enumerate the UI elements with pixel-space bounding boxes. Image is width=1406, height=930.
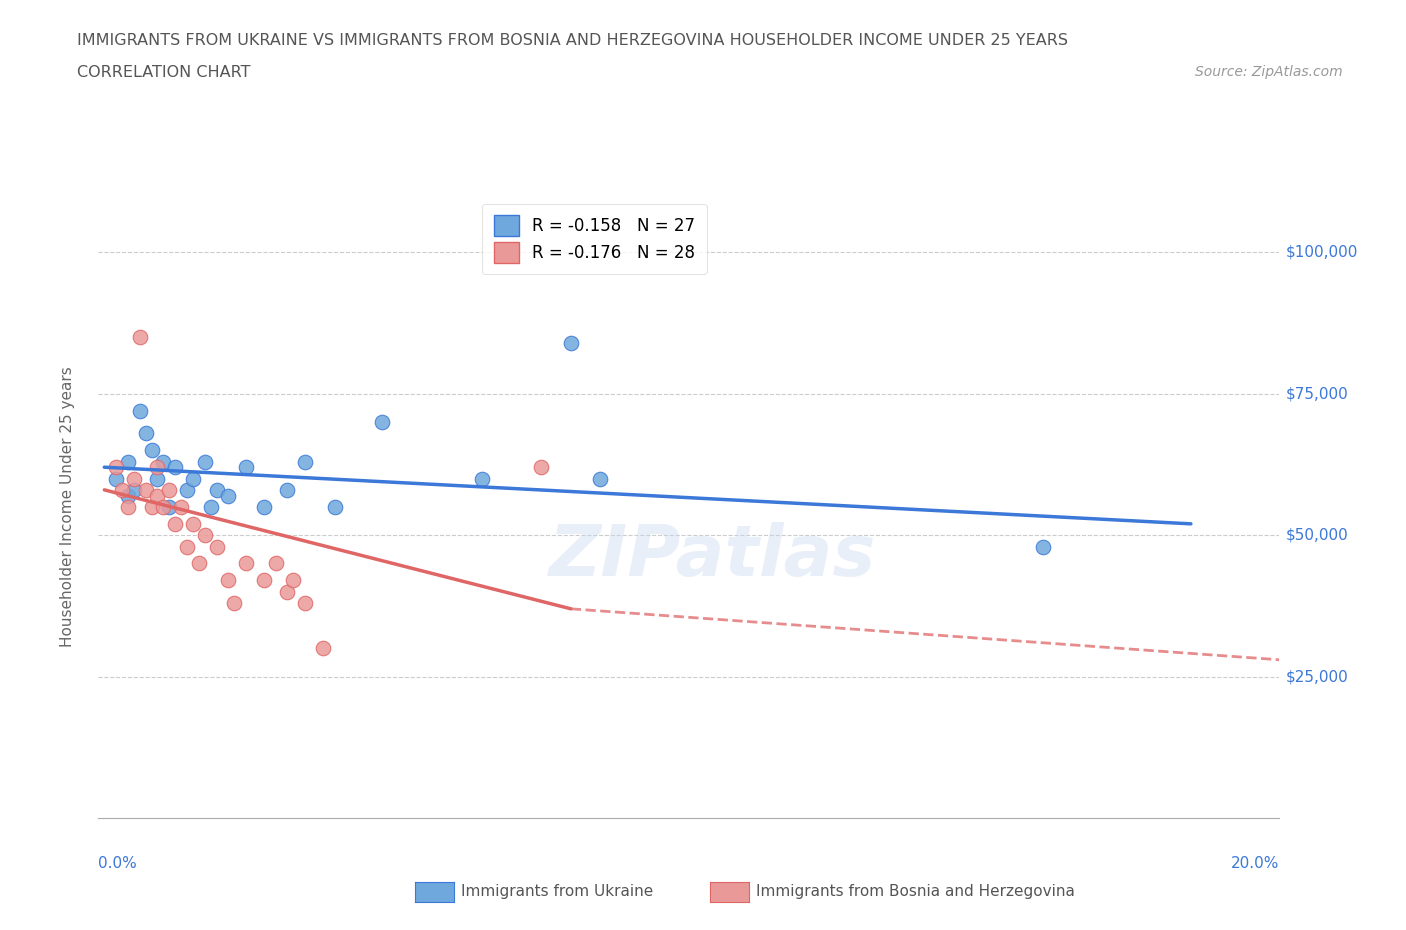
Point [194,527,217,542]
Point [560,335,582,350]
Point [157,483,180,498]
Point [276,584,298,599]
Point [194,454,217,469]
Point [217,573,239,588]
Text: Source: ZipAtlas.com: Source: ZipAtlas.com [1195,65,1343,79]
Point [217,488,239,503]
Y-axis label: Householder Income Under 25 years: Householder Income Under 25 years [60,366,75,647]
Point [181,516,204,531]
Point [146,472,169,486]
Point [264,556,287,571]
Text: IMMIGRANTS FROM UKRAINE VS IMMIGRANTS FROM BOSNIA AND HERZEGOVINA HOUSEHOLDER IN: IMMIGRANTS FROM UKRAINE VS IMMIGRANTS FR… [77,33,1069,47]
Point [105,459,128,474]
Point [181,472,204,486]
Point [117,454,139,469]
Point [530,459,553,474]
Point [165,516,187,531]
Point [141,499,163,514]
Point [283,573,305,588]
Point [122,483,145,498]
Point [152,454,174,469]
Point [117,488,139,503]
Point [122,472,145,486]
Point [471,472,494,486]
Text: 20.0%: 20.0% [1232,856,1279,870]
Point [294,596,316,611]
Text: 0.0%: 0.0% [98,856,138,870]
Legend: R = -0.158   N = 27, R = -0.176   N = 28: R = -0.158 N = 27, R = -0.176 N = 28 [482,204,707,274]
Point [323,499,346,514]
Point [128,329,150,344]
Point [224,596,246,611]
Text: ZIPatlas: ZIPatlas [548,523,876,591]
Point [253,573,276,588]
Point [146,459,169,474]
Text: $75,000: $75,000 [1285,386,1348,401]
Point [200,499,222,514]
Point [1032,539,1054,554]
Point [146,488,169,503]
Text: Immigrants from Ukraine: Immigrants from Ukraine [461,884,654,899]
Point [141,443,163,458]
Point [111,483,134,498]
Point [253,499,276,514]
Point [235,556,257,571]
Point [157,499,180,514]
Point [135,426,157,441]
Point [135,483,157,498]
Text: Immigrants from Bosnia and Herzegovina: Immigrants from Bosnia and Herzegovina [756,884,1076,899]
Point [117,499,139,514]
Point [205,483,228,498]
Point [176,539,198,554]
Point [371,415,394,430]
Text: $50,000: $50,000 [1285,527,1348,543]
Point [312,641,335,656]
Point [589,472,612,486]
Point [152,499,174,514]
Point [165,459,187,474]
Point [294,454,316,469]
Point [235,459,257,474]
Point [176,483,198,498]
Point [105,472,128,486]
Text: $100,000: $100,000 [1285,245,1358,259]
Point [205,539,228,554]
Point [170,499,193,514]
Text: CORRELATION CHART: CORRELATION CHART [77,65,250,80]
Point [187,556,209,571]
Point [276,483,298,498]
Point [128,403,150,418]
Text: $25,000: $25,000 [1285,670,1348,684]
